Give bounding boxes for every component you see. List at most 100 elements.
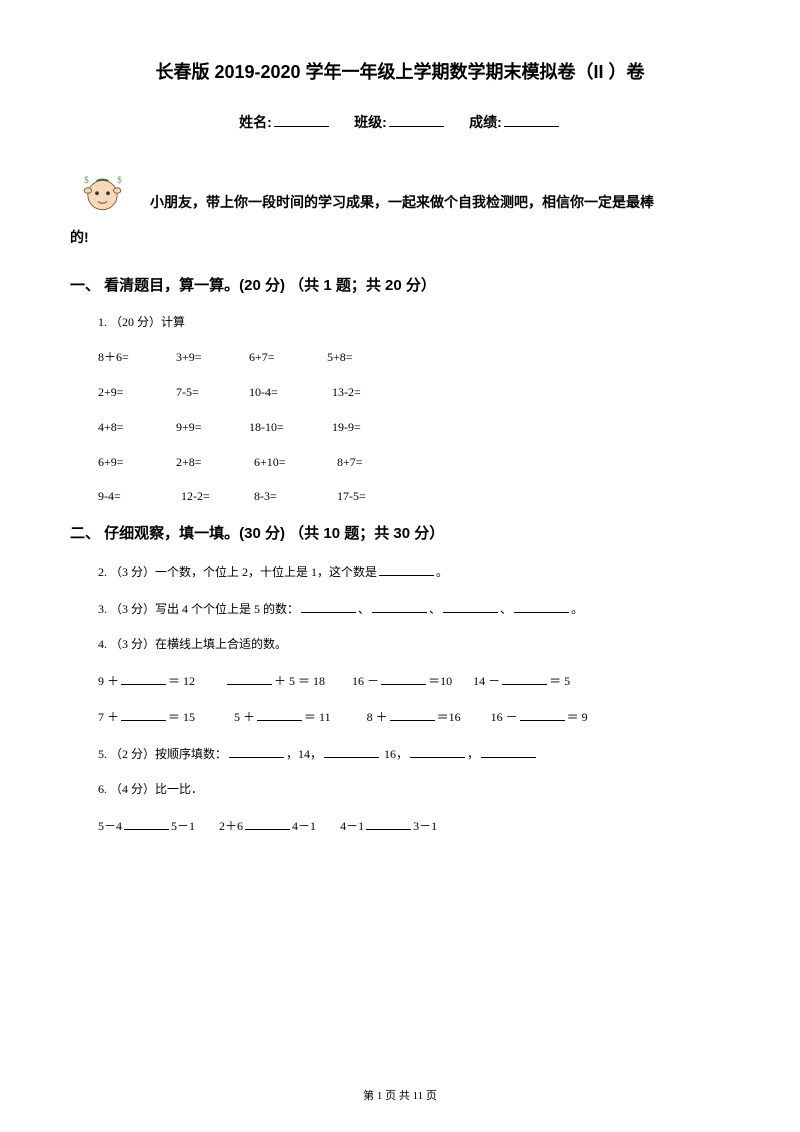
eq: 18-10= [249,419,329,436]
eq: 2+9= [98,384,173,401]
eq: ＋ 5 ＝ 18 [274,673,325,690]
eq-row-4: 6+9= 2+8= 6+10= 8+7= [98,454,730,471]
blank[interactable] [245,816,290,830]
eq: 8 ＋ [367,709,388,726]
eq: 6+7= [249,349,324,366]
eq: ＝16 [437,709,461,726]
eq-row-2: 2+9= 7-5= 10-4= 13-2= [98,384,730,401]
eq: ＝ 12 [168,673,195,690]
eq: ＝10 [428,673,452,690]
eq: 8+7= [337,454,363,471]
end: 。 [571,602,583,616]
q3-text: 3. （3 分）写出 4 个个位上是 5 的数： [98,602,299,616]
eq-row-3: 4+8= 9+9= 18-10= 19-9= [98,419,730,436]
t: ， [467,747,479,761]
svg-text:$: $ [117,175,122,185]
q5-text: 5. （2 分）按顺序填数： [98,747,227,761]
sep: 、 [500,602,512,616]
eq: 19-9= [332,419,361,436]
blank[interactable] [379,562,434,576]
eq: 9-4= [98,488,178,505]
eq: 10-4= [249,384,329,401]
blank[interactable] [410,744,465,758]
q6-row: 5－4 5－1 2＋6 4－1 4－1 3－1 [98,816,730,835]
blank[interactable] [381,671,426,685]
eq: 5－4 [98,818,122,835]
q5: 5. （2 分）按顺序填数： ，14， 16， ， [98,744,730,763]
eq: 8-3= [254,488,334,505]
eq: 2+8= [176,454,251,471]
eq: ＝ 5 [549,673,570,690]
eq: 4－1 [292,818,316,835]
blank[interactable] [301,599,356,613]
blank[interactable] [443,599,498,613]
eq: 13-2= [332,384,361,401]
blank[interactable] [257,707,302,721]
mascot-icon: $ $ [75,163,130,218]
score-blank[interactable] [504,113,559,127]
blank[interactable] [121,707,166,721]
eq: 6+9= [98,454,173,471]
q4-row-1: 9 ＋ ＝ 12 ＋ 5 ＝ 18 16 － ＝10 14 － ＝ 5 [98,671,730,690]
svg-text:$: $ [84,175,89,185]
eq: 14 － [473,673,500,690]
class-blank[interactable] [389,113,444,127]
blank[interactable] [390,707,435,721]
t: ，14， [286,747,322,761]
blank[interactable] [229,744,284,758]
eq: 3－1 [413,818,437,835]
eq: 9+9= [176,419,246,436]
q4-label: 4. （3 分）在横线上填上合适的数。 [98,636,730,653]
eq: 17-5= [337,488,366,505]
page-title: 长春版 2019-2020 学年一年级上学期数学期末模拟卷（II ）卷 [70,60,730,85]
blank[interactable] [227,671,272,685]
blank[interactable] [514,599,569,613]
eq: 16 － [491,709,518,726]
sep: 、 [429,602,441,616]
eq: 5 ＋ [234,709,255,726]
q2-text: 2. （3 分）一个数，个位上 2，十位上是 1，这个数是 [98,565,377,579]
q3: 3. （3 分）写出 4 个个位上是 5 的数： 、 、 、 。 [98,599,730,618]
blank[interactable] [502,671,547,685]
eq: 8＋6= [98,349,173,366]
blank[interactable] [121,671,166,685]
q2-end: 。 [436,565,448,579]
q2: 2. （3 分）一个数，个位上 2，十位上是 1，这个数是 。 [98,562,730,581]
blank[interactable] [366,816,411,830]
student-info-line: 姓名: 班级: 成绩: [70,113,730,133]
blank[interactable] [520,707,565,721]
eq: 2＋6 [219,818,243,835]
eq: 5+8= [327,349,353,366]
eq: 9 ＋ [98,673,119,690]
eq: 12-2= [181,488,251,505]
eq: ＝ 11 [304,709,331,726]
blank[interactable] [481,744,536,758]
t: 16， [381,747,408,761]
eq: 16 － [352,673,379,690]
eq: 4－1 [340,818,364,835]
blank[interactable] [124,816,169,830]
intro-text-1: 小朋友，带上你一段时间的学习成果，一起来做个自我检测吧，相信你一定是最棒 [150,188,654,218]
eq: 6+10= [254,454,334,471]
blank[interactable] [372,599,427,613]
section-2-head: 二、 仔细观察，填一填。(30 分) （共 10 题；共 30 分） [70,523,730,544]
page-footer: 第 1 页 共 11 页 [0,1089,800,1104]
q6-label: 6. （4 分）比一比． [98,781,730,798]
q4-row-2: 7 ＋＝ 15 5 ＋＝ 11 8 ＋＝16 16 －＝ 9 [98,707,730,726]
intro-row: $ $ 小朋友，带上你一段时间的学习成果，一起来做个自我检测吧，相信你一定是最棒 [70,163,730,218]
eq: 5－1 [171,818,195,835]
eq: 7 ＋ [98,709,119,726]
section-1-head: 一、 看清题目，算一算。(20 分) （共 1 题；共 20 分） [70,275,730,296]
name-blank[interactable] [274,113,329,127]
class-label: 班级: [354,114,387,130]
eq: 3+9= [176,349,246,366]
sep: 、 [358,602,370,616]
eq-row-1: 8＋6= 3+9= 6+7= 5+8= [98,349,730,366]
q1-label: 1. （20 分）计算 [98,314,730,331]
name-label: 姓名: [239,114,272,130]
eq: ＝ 15 [168,709,195,726]
eq-row-5: 9-4= 12-2= 8-3= 17-5= [98,488,730,505]
blank[interactable] [324,744,379,758]
eq: 4+8= [98,419,173,436]
intro-text-2: 的! [70,228,730,248]
